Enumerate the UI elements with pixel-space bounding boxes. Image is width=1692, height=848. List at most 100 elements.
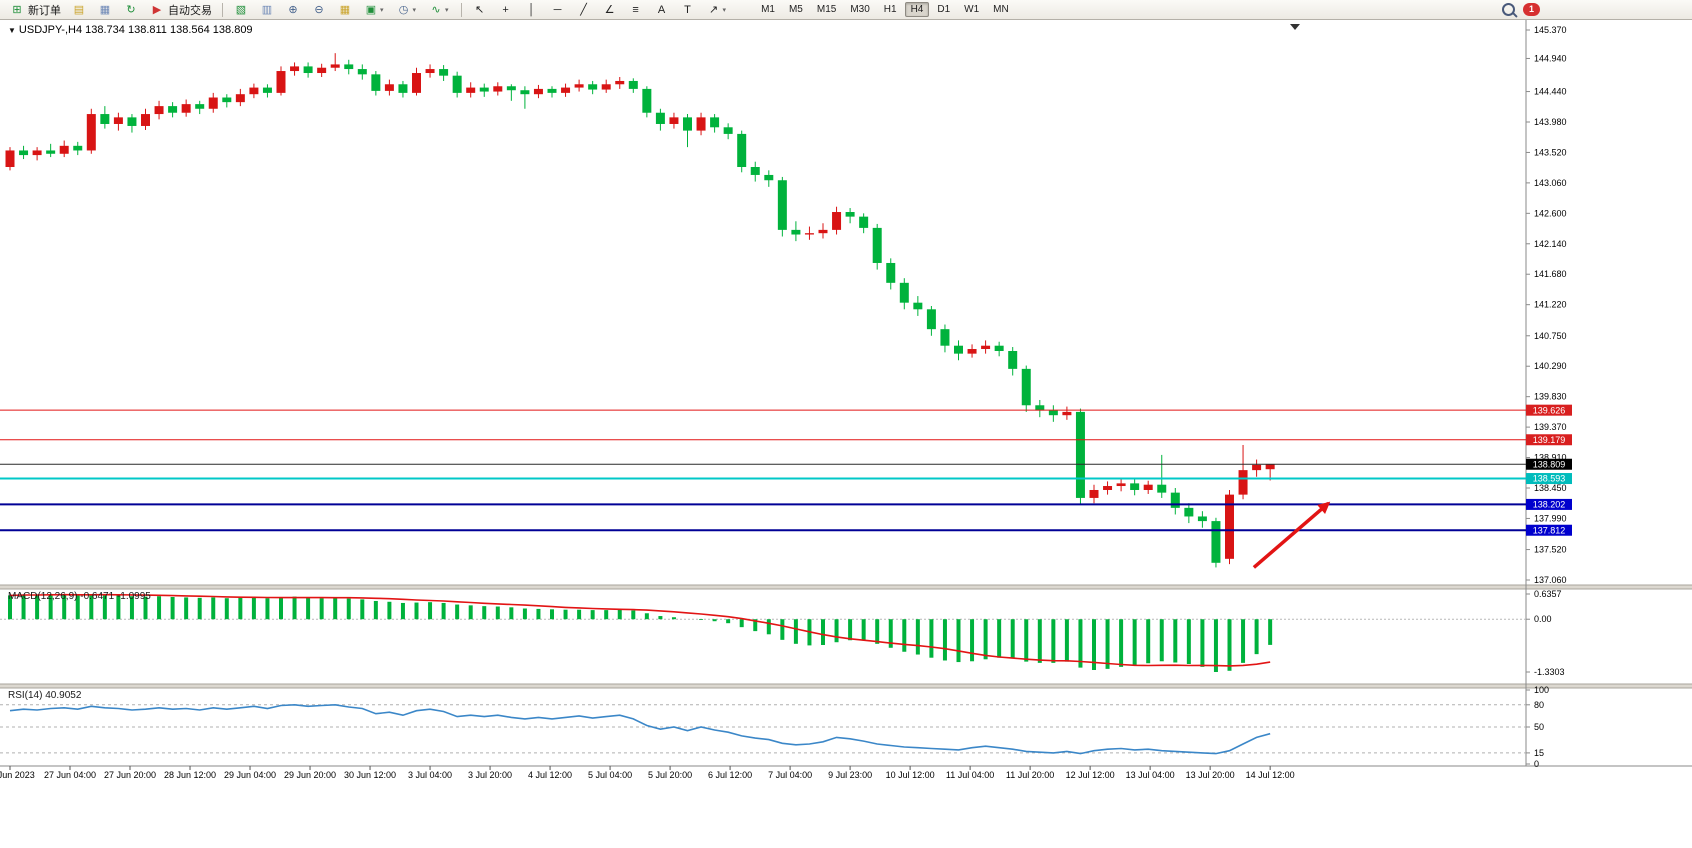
timeframe-d1[interactable]: D1: [937, 4, 951, 15]
vertical-line-button[interactable]: │: [519, 0, 545, 19]
svg-text:138.809: 138.809: [1533, 459, 1566, 469]
svg-text:0: 0: [1534, 759, 1539, 769]
svg-text:143.520: 143.520: [1534, 147, 1567, 157]
chart-type-button[interactable]: ▣ ▾: [358, 0, 391, 19]
time-axis[interactable]: 26 Jun 2023 27 Jun 04:00 27 Jun 20:00 28 Ju…: [0, 766, 1295, 780]
svg-text:5 Jul 04:00: 5 Jul 04:00: [588, 770, 632, 780]
chevron-down-icon: ▾: [412, 6, 417, 14]
macd-pane: 0.6357 0.00 -1.3303: [0, 589, 1565, 677]
profiles-button[interactable]: ▥: [254, 0, 280, 19]
new-order-button[interactable]: ⊞ 新订单: [4, 0, 66, 19]
svg-text:0.6357: 0.6357: [1534, 589, 1562, 599]
svg-text:138.910: 138.910: [1534, 453, 1567, 463]
notification-badge[interactable]: 1: [1523, 3, 1540, 16]
print-icon: ▦: [99, 3, 111, 16]
svg-text:6 Jul 12:00: 6 Jul 12:00: [708, 770, 752, 780]
price-hline-139.179[interactable]: 139.179: [0, 434, 1572, 446]
toolbar-separator: [222, 2, 223, 17]
price-hline-138.593[interactable]: 138.593: [0, 473, 1572, 485]
svg-text:29 Jun 04:00: 29 Jun 04:00: [224, 770, 276, 780]
svg-text:12 Jul 12:00: 12 Jul 12:00: [1066, 770, 1115, 780]
cursor-button[interactable]: ↖: [467, 0, 493, 19]
price-hline-137.812[interactable]: 137.812: [0, 524, 1572, 536]
fibonacci-icon: ≡: [632, 3, 639, 16]
zoom-out-button[interactable]: ⊖: [306, 0, 332, 19]
svg-text:5 Jul 20:00: 5 Jul 20:00: [648, 770, 692, 780]
new-order-button-label: 新订单: [28, 4, 61, 17]
timeframe-group: M1 M5 M15 M30 H1 H4 D1 W1 MN: [755, 2, 1015, 17]
text-label-button[interactable]: T: [675, 0, 701, 19]
svg-text:139.626: 139.626: [1533, 405, 1566, 415]
autotrading-icon: ▶: [152, 3, 162, 16]
timeframe-m1[interactable]: M1: [761, 4, 775, 15]
svg-text:138.202: 138.202: [1533, 500, 1566, 510]
refresh-button[interactable]: ↻: [118, 0, 144, 19]
search-icon[interactable]: [1502, 3, 1515, 16]
text-icon: A: [657, 3, 666, 16]
chart-canvas[interactable]: 139.626 139.179 138.809 138.593 138.202 137.8…: [0, 20, 1692, 848]
horizontal-line-button[interactable]: ─: [545, 0, 571, 19]
candlestick-series: [5, 53, 1275, 568]
crosshair-button[interactable]: +: [493, 0, 519, 19]
timeframe-h1[interactable]: H1: [883, 4, 897, 15]
tile-windows-button[interactable]: ▦: [332, 0, 358, 19]
equidistant-channel-icon: ∠: [604, 3, 615, 16]
text-button[interactable]: A: [649, 0, 675, 19]
svg-text:141.680: 141.680: [1534, 269, 1567, 279]
equidistant-channel-button[interactable]: ∠: [597, 0, 623, 19]
crosshair-icon: +: [502, 3, 509, 16]
buy-signal-arrow[interactable]: [1252, 501, 1331, 569]
svg-text:13 Jul 20:00: 13 Jul 20:00: [1186, 770, 1235, 780]
price-hline-139.626[interactable]: 139.626: [0, 404, 1572, 416]
trendline-button[interactable]: ╱: [571, 0, 597, 19]
svg-text:142.600: 142.600: [1534, 208, 1567, 218]
tile-windows-icon: ▦: [339, 3, 351, 16]
svg-text:137.520: 137.520: [1534, 545, 1567, 555]
new-chart-button[interactable]: ▧: [228, 0, 254, 19]
symbol-ohlc-text: USDJPY-,H4 138.734 138.811 138.564 138.8…: [18, 24, 253, 36]
chart-snapshot-button[interactable]: ▤: [66, 0, 92, 19]
svg-text:143.060: 143.060: [1534, 178, 1567, 188]
new-order-icon: ⊞: [12, 3, 22, 16]
svg-text:138.450: 138.450: [1534, 483, 1567, 493]
autotrading-button-label: 自动交易: [168, 4, 212, 17]
svg-text:26 Jun 2023: 26 Jun 2023: [0, 770, 35, 780]
svg-text:140.750: 140.750: [1534, 331, 1567, 341]
indicators-icon: ∿: [431, 3, 441, 16]
profiles-icon: ▥: [261, 3, 273, 16]
timeframe-w1[interactable]: W1: [964, 4, 980, 15]
svg-text:4 Jul 12:00: 4 Jul 12:00: [528, 770, 572, 780]
price-hlines: 139.626 139.179 138.809 138.593 138.202 137.8…: [0, 404, 1572, 536]
svg-text:14 Jul 12:00: 14 Jul 12:00: [1246, 770, 1295, 780]
symbol-dropdown-icon[interactable]: ▼: [8, 26, 16, 35]
fibonacci-button[interactable]: ≡: [623, 0, 649, 19]
timeframe-h4[interactable]: H4: [904, 2, 930, 17]
arrow-tools-button[interactable]: ↗ ▾: [701, 0, 734, 19]
timeframe-m30[interactable]: M30: [850, 4, 870, 15]
timeframe-mn[interactable]: MN: [993, 4, 1009, 15]
svg-text:7 Jul 04:00: 7 Jul 04:00: [768, 770, 812, 780]
price-hline-138.202[interactable]: 138.202: [0, 498, 1572, 510]
trendline-icon: ╱: [580, 3, 587, 16]
chart-area[interactable]: 139.626 139.179 138.809 138.593 138.202 137.8…: [0, 20, 1692, 848]
print-button[interactable]: ▦: [92, 0, 118, 19]
arrow-tools-icon: ↗: [708, 3, 719, 16]
timeframe-m15[interactable]: M15: [816, 4, 837, 15]
svg-text:50: 50: [1534, 722, 1544, 732]
chevron-down-icon: ▾: [722, 6, 727, 14]
price-hline-138.809[interactable]: 138.809: [0, 458, 1572, 470]
chart-snapshot-icon: ▤: [73, 3, 85, 16]
chart-shift-marker[interactable]: [1290, 24, 1300, 30]
toolbar-items: ⊞ 新订单 ▤ ▦ ↻ ▶ 自动交易 ▧ ▥ ⊕ ⊖ ▦ ▣ ▾ ◷ ▾ ∿ ▾ ↖ + │ ─ ╱ ∠ ≡ A T ↗ ▾ M1 M5 M1…: [4, 0, 1015, 19]
svg-text:100: 100: [1534, 685, 1549, 695]
zoom-in-button[interactable]: ⊕: [280, 0, 306, 19]
autotrading-button[interactable]: ▶ 自动交易: [144, 0, 217, 19]
svg-text:3 Jul 04:00: 3 Jul 04:00: [408, 770, 452, 780]
svg-text:139.830: 139.830: [1534, 392, 1567, 402]
svg-text:141.220: 141.220: [1534, 300, 1567, 310]
indicators-button[interactable]: ∿ ▾: [423, 0, 456, 19]
price-axis[interactable]: 145.370 144.940 144.440 143.980 143.520 143.0…: [1526, 25, 1567, 585]
timeframe-m5[interactable]: M5: [788, 4, 803, 15]
timeframe-clock-button[interactable]: ◷ ▾: [391, 0, 424, 19]
